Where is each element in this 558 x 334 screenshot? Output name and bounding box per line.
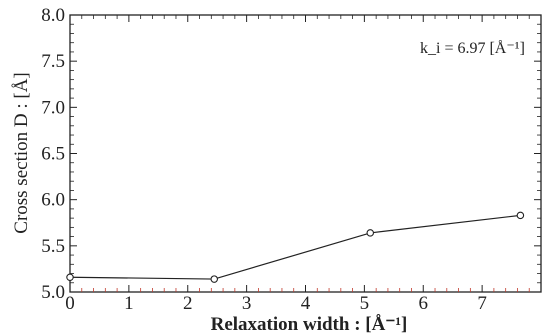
data-point xyxy=(210,275,218,283)
series-layer xyxy=(66,211,525,283)
x-tick-label: 7 xyxy=(477,293,487,314)
y-tick-label: 8.0 xyxy=(41,5,65,26)
x-tick-label: 4 xyxy=(301,293,311,314)
y-tick-label: 6.5 xyxy=(41,144,65,165)
x-tick-label: 6 xyxy=(419,293,429,314)
y-tick-label: 6.0 xyxy=(41,190,65,211)
x-tick-label: 0 xyxy=(65,293,75,314)
annotation-ki: k_i = 6.97 [Å⁻¹] xyxy=(420,39,525,57)
x-tick-label: 1 xyxy=(124,293,134,314)
data-point xyxy=(66,273,74,281)
y-axis-title: Cross section D : [Å] xyxy=(11,72,32,233)
x-tick-label: 5 xyxy=(360,293,370,314)
x-axis-title: Relaxation width : [Å⁻¹] xyxy=(211,314,408,334)
data-point xyxy=(366,229,375,237)
y-axis: 5.0 5.5 6.0 6.5 7.0 7.5 8.0 xyxy=(41,5,541,303)
y-tick-label: 7.0 xyxy=(41,97,65,118)
series-line xyxy=(69,214,521,280)
x-tick-label: 2 xyxy=(183,293,193,314)
data-point xyxy=(516,211,525,220)
x-axis: 0 1 2 3 4 5 6 7 xyxy=(65,15,530,314)
x-tick-label: 3 xyxy=(242,293,252,314)
y-tick-label: 7.5 xyxy=(41,51,65,72)
y-tick-label: 5.0 xyxy=(41,282,65,303)
y-tick-label: 5.5 xyxy=(41,236,65,257)
